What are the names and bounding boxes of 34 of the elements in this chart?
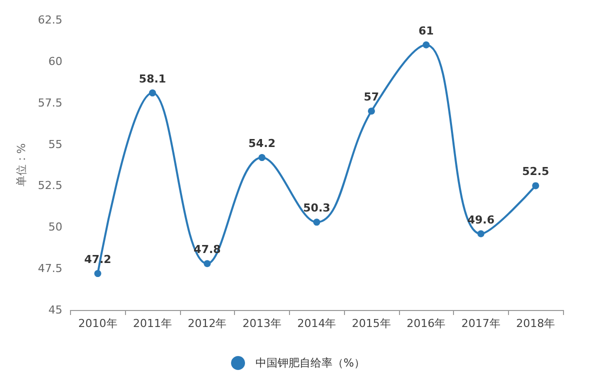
- data-label: 52.5: [522, 165, 550, 178]
- point: [532, 182, 540, 190]
- x-tick-label: 2013年: [242, 317, 282, 330]
- y-tick-label: 45: [48, 304, 62, 316]
- x-tick-label: 2018年: [516, 317, 556, 330]
- x-tick-label: 2011年: [132, 317, 172, 330]
- point: [368, 108, 375, 115]
- point: [258, 154, 266, 162]
- x-tick-label: 2010年: [78, 317, 118, 330]
- data-label: 50.3: [303, 202, 330, 215]
- x-tick-label: 2012年: [188, 317, 227, 330]
- point: [477, 230, 484, 238]
- data-label: 57: [364, 90, 380, 104]
- y-tick-label: 60: [48, 54, 62, 68]
- data-label: 58.1: [138, 72, 166, 86]
- x-tick-label: 2016年: [406, 317, 446, 330]
- y-tick-label: 52.5: [38, 179, 62, 192]
- y-tick-label: 57.5: [38, 96, 62, 110]
- legend-label: 中国钾肥自给率（%）: [256, 356, 365, 370]
- y-tick-label: 62.5: [38, 14, 62, 26]
- point: [149, 89, 156, 96]
- data-label: 54.2: [248, 137, 276, 150]
- point: [422, 41, 430, 48]
- x-tick-label: 2017年: [461, 317, 500, 330]
- y-tick-label: 50: [48, 220, 62, 234]
- point: [313, 218, 320, 226]
- y-tick-label: 55: [48, 138, 62, 151]
- y-axis-title: 单位：%: [15, 143, 28, 187]
- x-tick-label: 2015年: [352, 317, 391, 330]
- data-label: 61: [418, 24, 434, 38]
- x-tick-label: 2014年: [297, 317, 336, 330]
- point: [94, 270, 102, 278]
- point: [204, 260, 211, 268]
- y-tick-label: 47.5: [38, 262, 62, 276]
